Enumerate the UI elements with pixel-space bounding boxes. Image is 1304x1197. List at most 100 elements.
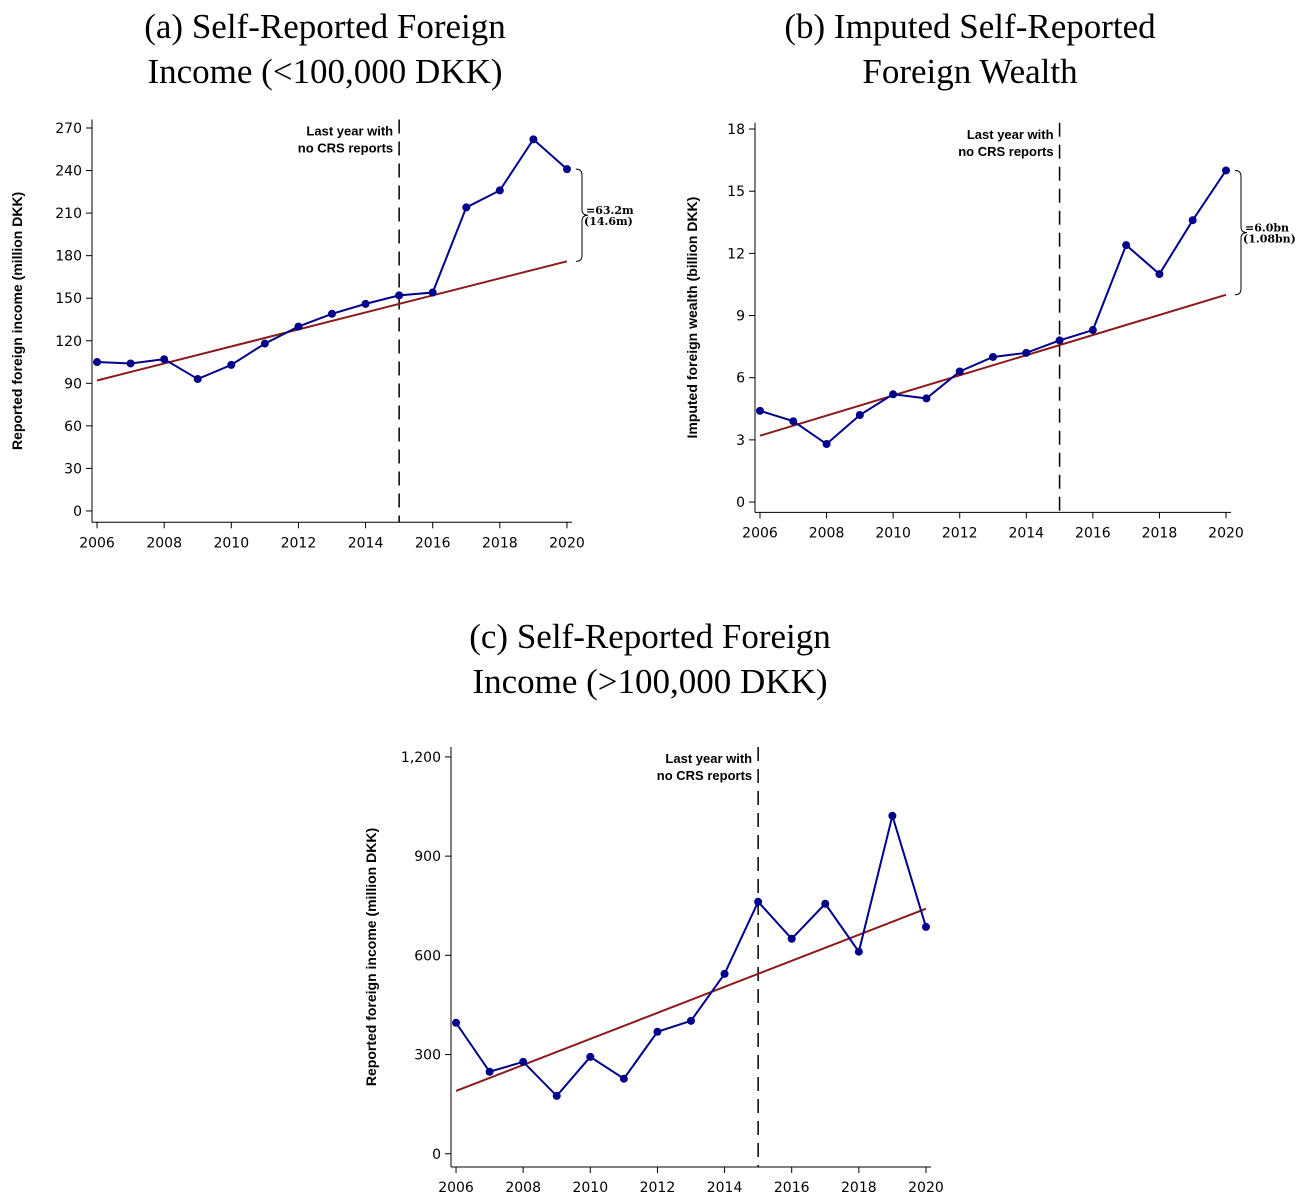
reference-label: Last year with	[665, 751, 752, 766]
x-tick-label: 2012	[640, 1180, 676, 1196]
reference-label: no CRS reports	[958, 144, 1053, 159]
x-tick-label: 2012	[281, 535, 317, 551]
y-tick-label: 15	[727, 184, 745, 200]
y-tick-label: 30	[64, 461, 82, 477]
data-point	[921, 922, 930, 931]
data-point	[1088, 326, 1097, 335]
x-tick-label: 2010	[572, 1180, 608, 1196]
data-point	[1055, 336, 1064, 345]
data-point	[889, 390, 898, 399]
gap-label: =6.0bn	[1245, 222, 1289, 235]
data-line	[96, 137, 568, 381]
x-tick-label: 2012	[942, 525, 978, 541]
data-point	[93, 358, 102, 367]
x-tick-label: 2016	[1075, 525, 1111, 541]
data-point	[821, 899, 830, 908]
y-axis-label: Reported foreign income (million DKK)	[363, 828, 379, 1086]
x-tick-label: 2014	[707, 1180, 743, 1196]
data-point	[552, 1091, 561, 1100]
data-point	[888, 811, 897, 820]
data-point	[126, 359, 135, 368]
data-point	[361, 299, 370, 308]
x-tick-label: 2018	[482, 535, 518, 551]
x-tick-label: 2016	[415, 535, 451, 551]
y-tick-label: 900	[414, 849, 441, 865]
data-point	[428, 288, 437, 297]
y-tick-label: 18	[727, 122, 745, 138]
chart-title: (b) Imputed Self-Reported Foreign Wealth	[784, 7, 1156, 91]
reference-label: no CRS reports	[657, 768, 752, 783]
chart-title: (c) Self-Reported Foreign Income (>100,0…	[469, 617, 831, 701]
data-point	[193, 375, 202, 384]
data-point	[160, 355, 169, 364]
x-tick-label: 2014	[348, 535, 384, 551]
data-point	[227, 360, 236, 369]
gap-brace	[575, 168, 589, 262]
data-point	[755, 406, 764, 415]
data-point	[519, 1057, 528, 1066]
data-point	[485, 1067, 494, 1076]
data-point	[562, 165, 571, 174]
data-point	[789, 417, 798, 426]
x-tick-label: 2014	[1008, 525, 1044, 541]
trend-line	[96, 260, 568, 382]
y-tick-label: 0	[73, 504, 82, 520]
y-tick-label: 3	[736, 433, 745, 449]
x-tick-label: 2010	[875, 525, 911, 541]
chart-title: (a) Self-Reported Foreign Income (<100,0…	[144, 7, 506, 91]
y-tick-label: 0	[432, 1147, 441, 1163]
data-point	[529, 135, 538, 144]
reference-label: Last year with	[967, 127, 1054, 142]
x-tick-label: 2018	[1142, 525, 1178, 541]
data-point	[720, 969, 729, 978]
y-tick-label: 300	[414, 1048, 441, 1064]
y-tick-label: 600	[414, 948, 441, 964]
data-point	[294, 322, 303, 331]
y-tick-label: 180	[55, 249, 82, 265]
y-tick-label: 150	[55, 291, 82, 307]
y-axis-label: Imputed foreign wealth (billion DKK)	[684, 197, 700, 439]
data-point	[653, 1027, 662, 1036]
gap-label: (14.6m)	[584, 215, 633, 228]
x-tick-label: 2008	[809, 525, 845, 541]
y-axis-label: Reported foreign income (million DKK)	[9, 192, 25, 450]
y-tick-label: 1,200	[401, 750, 441, 766]
x-tick-label: 2006	[79, 535, 115, 551]
data-point	[687, 1016, 695, 1025]
data-point	[1222, 166, 1231, 175]
data-point	[395, 291, 404, 300]
y-tick-label: 240	[55, 164, 82, 180]
data-point	[1188, 216, 1197, 225]
y-tick-label: 270	[55, 121, 82, 137]
data-point	[586, 1052, 595, 1061]
x-tick-label: 2006	[438, 1180, 474, 1196]
y-tick-label: 9	[736, 309, 745, 325]
data-point	[1122, 241, 1131, 250]
data-point	[955, 367, 964, 376]
data-point	[822, 440, 831, 449]
data-point	[619, 1074, 628, 1083]
data-point	[260, 339, 269, 348]
data-point	[495, 186, 504, 195]
data-point	[754, 897, 763, 906]
y-tick-label: 120	[55, 334, 82, 350]
reference-label: no CRS reports	[298, 141, 393, 156]
y-tick-label: 90	[64, 376, 82, 392]
data-line	[455, 812, 927, 1098]
x-tick-label: 2018	[841, 1180, 877, 1196]
data-point	[1022, 348, 1031, 357]
x-tick-label: 2008	[505, 1180, 541, 1196]
data-point	[989, 352, 997, 361]
y-tick-label: 60	[64, 419, 82, 435]
gap-label: (1.08bn)	[1243, 233, 1296, 246]
data-point	[787, 934, 796, 943]
data-point	[328, 309, 336, 318]
data-point	[462, 203, 471, 212]
y-tick-label: 0	[736, 495, 745, 511]
gap-brace	[1234, 169, 1248, 296]
trend-line	[759, 293, 1227, 437]
y-tick-label: 210	[55, 206, 82, 222]
x-tick-label: 2020	[908, 1180, 944, 1196]
